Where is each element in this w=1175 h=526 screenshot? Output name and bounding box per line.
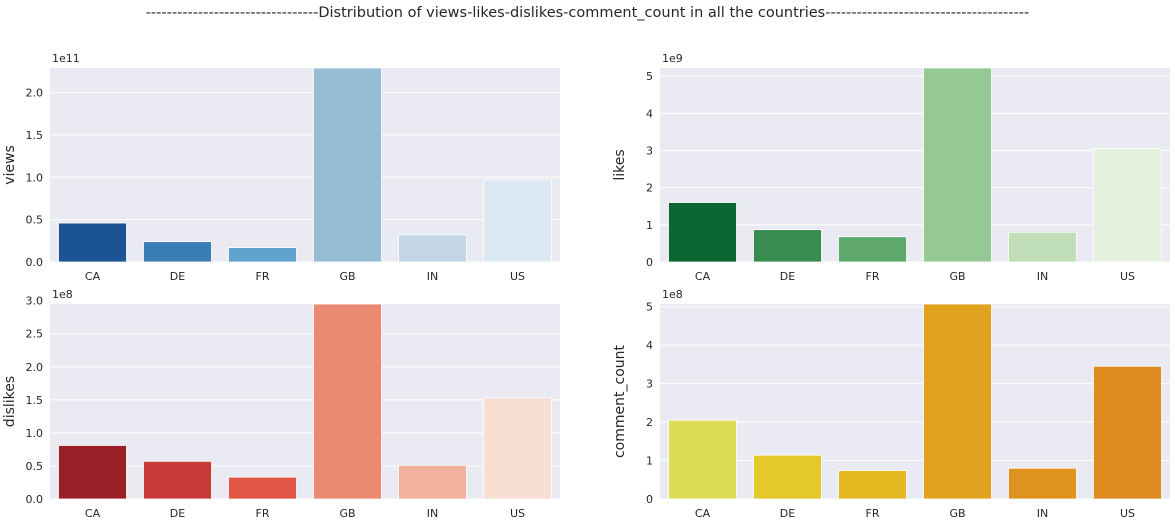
x-tick-label: CA xyxy=(695,507,711,520)
x-tick-label: FR xyxy=(256,507,270,520)
bar-fr xyxy=(838,236,907,263)
x-tick-label: FR xyxy=(256,270,270,283)
x-tick-label: CA xyxy=(85,507,101,520)
y-tick-label: 1.5 xyxy=(26,394,44,407)
x-tick-label: US xyxy=(1120,270,1135,283)
x-tick-label: US xyxy=(1120,507,1135,520)
y-tick-label: 3 xyxy=(646,378,653,391)
bar-us xyxy=(1093,365,1162,500)
x-tick-label: DE xyxy=(170,270,185,283)
subplot-likes: 0 1 2 3 4 5 CA DE FR GB IN US 1e9 likes xyxy=(612,52,1170,283)
x-tick-label: IN xyxy=(1037,507,1048,520)
y-tick-label: 2.5 xyxy=(26,328,44,341)
y-tick-label: 0 xyxy=(646,493,653,506)
x-tick-label: CA xyxy=(85,270,101,283)
y-axis-label: views xyxy=(2,145,18,185)
x-tick-label: US xyxy=(510,507,525,520)
x-tick-label: GB xyxy=(339,270,355,283)
axis-offset-label: 1e9 xyxy=(662,52,683,65)
x-tick-label: US xyxy=(510,270,525,283)
bar-in xyxy=(398,234,467,263)
bar-fr xyxy=(228,247,297,263)
x-tick-label: FR xyxy=(866,507,880,520)
x-tick-label: DE xyxy=(170,507,185,520)
bar-in xyxy=(1008,231,1077,263)
y-tick-label: 2 xyxy=(646,416,653,429)
y-tick-label: 2.0 xyxy=(26,87,44,100)
bar-us xyxy=(483,397,552,500)
y-tick-label: 0 xyxy=(646,256,653,269)
subplot-dislikes: 0.0 0.5 1.0 1.5 2.0 2.5 3.0 CA DE FR GB IN US 1e8 disl… xyxy=(2,288,560,520)
axis-offset-label: 1e11 xyxy=(52,52,80,65)
plot-background xyxy=(50,68,560,262)
subplot-comment-count: 0 1 2 3 4 5 CA DE FR GB IN US 1e8 comment_count xyxy=(612,288,1170,520)
bar-in xyxy=(1008,467,1077,500)
x-tick-label: IN xyxy=(427,507,438,520)
bar-gb xyxy=(923,67,992,263)
x-tick-label: DE xyxy=(780,270,795,283)
y-tick-label: 4 xyxy=(646,339,653,352)
y-tick-label: 0.5 xyxy=(26,460,44,473)
y-tick-label: 5 xyxy=(646,70,653,83)
bar-ca xyxy=(58,445,127,500)
bar-ca xyxy=(668,419,737,500)
y-axis-label: comment_count xyxy=(612,344,628,458)
y-tick-label: 1.0 xyxy=(26,427,44,440)
bar-fr xyxy=(228,476,297,500)
x-tick-label: IN xyxy=(427,270,438,283)
x-tick-label: FR xyxy=(866,270,880,283)
bar-de xyxy=(143,241,212,263)
bar-us xyxy=(1093,148,1162,263)
plot-background xyxy=(660,304,1170,499)
bar-gb xyxy=(313,303,382,500)
bar-ca xyxy=(58,222,127,263)
y-tick-label: 1 xyxy=(646,455,653,468)
bar-fr xyxy=(838,470,907,500)
x-tick-label: DE xyxy=(780,507,795,520)
subplot-views: 0.0 0.5 1.0 1.5 2.0 CA DE FR GB IN US 1e11 views xyxy=(2,52,560,283)
bar-ca xyxy=(668,202,737,263)
x-tick-label: IN xyxy=(1037,270,1048,283)
y-axis-label: dislikes xyxy=(2,376,18,427)
y-tick-label: 1.0 xyxy=(26,171,44,184)
bar-us xyxy=(483,179,552,263)
y-tick-label: 1 xyxy=(646,219,653,232)
y-axis-label: likes xyxy=(612,149,628,180)
plot-background xyxy=(660,68,1170,262)
axis-offset-label: 1e8 xyxy=(662,288,683,301)
y-tick-label: 4 xyxy=(646,107,653,120)
y-tick-label: 3 xyxy=(646,145,653,158)
y-tick-label: 5 xyxy=(646,301,653,314)
x-tick-label: CA xyxy=(695,270,711,283)
x-tick-label: GB xyxy=(339,507,355,520)
x-tick-label: GB xyxy=(949,507,965,520)
x-tick-label: GB xyxy=(949,270,965,283)
y-tick-label: 3.0 xyxy=(26,295,44,308)
bar-de xyxy=(753,229,822,263)
bar-de xyxy=(143,460,212,500)
bar-in xyxy=(398,464,467,500)
bar-gb xyxy=(923,303,992,500)
bar-de xyxy=(753,454,822,500)
axis-offset-label: 1e8 xyxy=(52,288,73,301)
y-tick-label: 0.5 xyxy=(26,214,44,227)
bar-gb xyxy=(313,67,382,263)
y-tick-label: 0.0 xyxy=(26,256,44,269)
y-tick-label: 2.0 xyxy=(26,361,44,374)
plot-background xyxy=(50,304,560,499)
y-tick-label: 1.5 xyxy=(26,129,44,142)
figure-title: ---------------------------------Distrib… xyxy=(145,5,1030,21)
y-tick-label: 0.0 xyxy=(26,493,44,506)
y-tick-label: 2 xyxy=(646,182,653,195)
